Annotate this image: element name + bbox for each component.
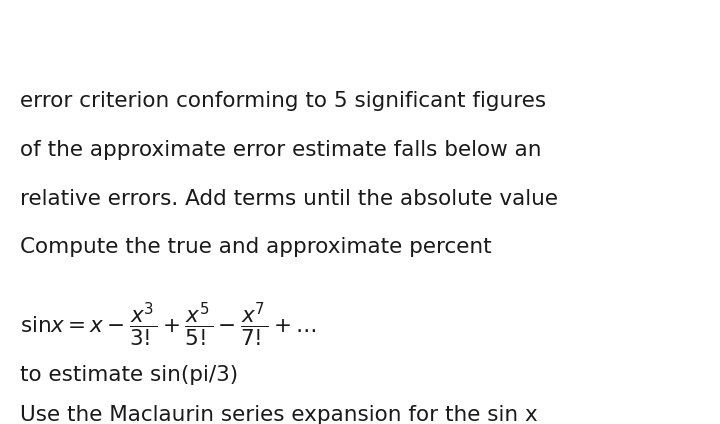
Text: Use the Maclaurin series expansion for the sin x: Use the Maclaurin series expansion for t… (20, 405, 538, 424)
Text: $\mathrm{sin}x = x - \dfrac{x^3}{3!} + \dfrac{x^5}{5!} - \dfrac{x^7}{7!} + \ldot: $\mathrm{sin}x = x - \dfrac{x^3}{3!} + \… (20, 300, 317, 348)
Text: of the approximate error estimate falls below an: of the approximate error estimate falls … (20, 140, 541, 160)
Text: relative errors. Add terms until the absolute value: relative errors. Add terms until the abs… (20, 189, 558, 209)
Text: error criterion conforming to 5 significant figures: error criterion conforming to 5 signific… (20, 91, 546, 111)
Text: Compute the true and approximate percent: Compute the true and approximate percent (20, 237, 492, 257)
Text: to estimate sin(pi/3): to estimate sin(pi/3) (20, 365, 238, 385)
